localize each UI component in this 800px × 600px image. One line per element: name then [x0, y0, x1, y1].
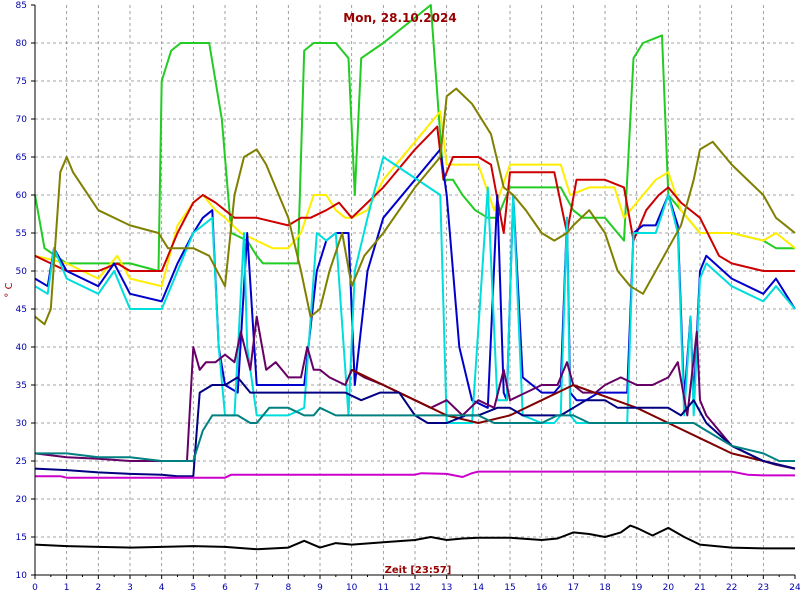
x-tick-label: 12 — [409, 583, 420, 593]
chart-title: Mon, 28.10.2024 — [343, 11, 456, 25]
series-line-1 — [34, 4, 795, 272]
axes: 0 1 2 3 4 5 6 7 8 9 10 11 12 13 14 15 16 17 18 19 20 21 22 23 24… — [16, 1, 800, 593]
x-tick-label: 21 — [694, 583, 705, 593]
x-tick-label: 11 — [378, 583, 389, 593]
x-tick-label: 2 — [95, 583, 101, 593]
y-tick-label: 65 — [16, 153, 27, 163]
x-tick-label: 15 — [504, 583, 515, 593]
x-tick-label: 18 — [599, 583, 611, 593]
x-tick-label: 1 — [64, 583, 70, 593]
series-line-8 — [351, 368, 796, 470]
y-tick-label: 40 — [16, 343, 28, 353]
x-tick-label: 22 — [726, 583, 737, 593]
x-tick-label: 4 — [159, 583, 165, 593]
y-tick-label: 45 — [16, 305, 27, 315]
y-tick-label: 30 — [16, 419, 28, 429]
y-tick-label: 25 — [16, 457, 27, 467]
y-tick-label: 80 — [16, 39, 28, 49]
series-line-5 — [34, 156, 796, 424]
y-tick-label: 75 — [16, 77, 27, 87]
x-tick-label: 8 — [285, 583, 291, 593]
series-line-10 — [35, 406, 795, 462]
y-tick-label: 15 — [16, 533, 27, 543]
series-line-9 — [34, 376, 796, 478]
y-tick-label: 20 — [16, 495, 28, 505]
y-axis-label: ° C — [4, 282, 15, 297]
x-tick-label: 17 — [568, 583, 579, 593]
x-tick-label: 16 — [536, 583, 548, 593]
x-tick-label: 14 — [473, 583, 485, 593]
x-tick-label: 13 — [441, 583, 452, 593]
series-line-11 — [35, 470, 795, 479]
y-tick-label: 55 — [16, 229, 27, 239]
y-tick-label: 10 — [16, 571, 28, 581]
y-tick-label: 85 — [16, 1, 27, 11]
series-line-3 — [34, 125, 795, 272]
x-tick-label: 24 — [789, 583, 800, 593]
x-tick-label: 10 — [346, 583, 358, 593]
x-tick-label: 19 — [631, 583, 643, 593]
y-tick-label: 35 — [16, 381, 27, 391]
x-tick-label: 5 — [190, 583, 196, 593]
series-line-6 — [34, 87, 796, 326]
x-axis-label: Zeit [23:57] — [385, 565, 452, 576]
y-tick-label: 60 — [16, 191, 28, 201]
x-tick-label: 23 — [758, 583, 769, 593]
x-tick-label: 7 — [254, 583, 260, 593]
x-tick-label: 20 — [663, 583, 675, 593]
x-tick-label: 9 — [317, 583, 323, 593]
x-tick-label: 0 — [32, 583, 38, 593]
x-tick-label: 6 — [222, 583, 228, 593]
series-group — [34, 4, 796, 551]
series-line-12 — [34, 524, 795, 551]
y-tick-label: 50 — [16, 267, 28, 277]
y-tick-label: 70 — [16, 115, 28, 125]
x-tick-label: 3 — [127, 583, 133, 593]
